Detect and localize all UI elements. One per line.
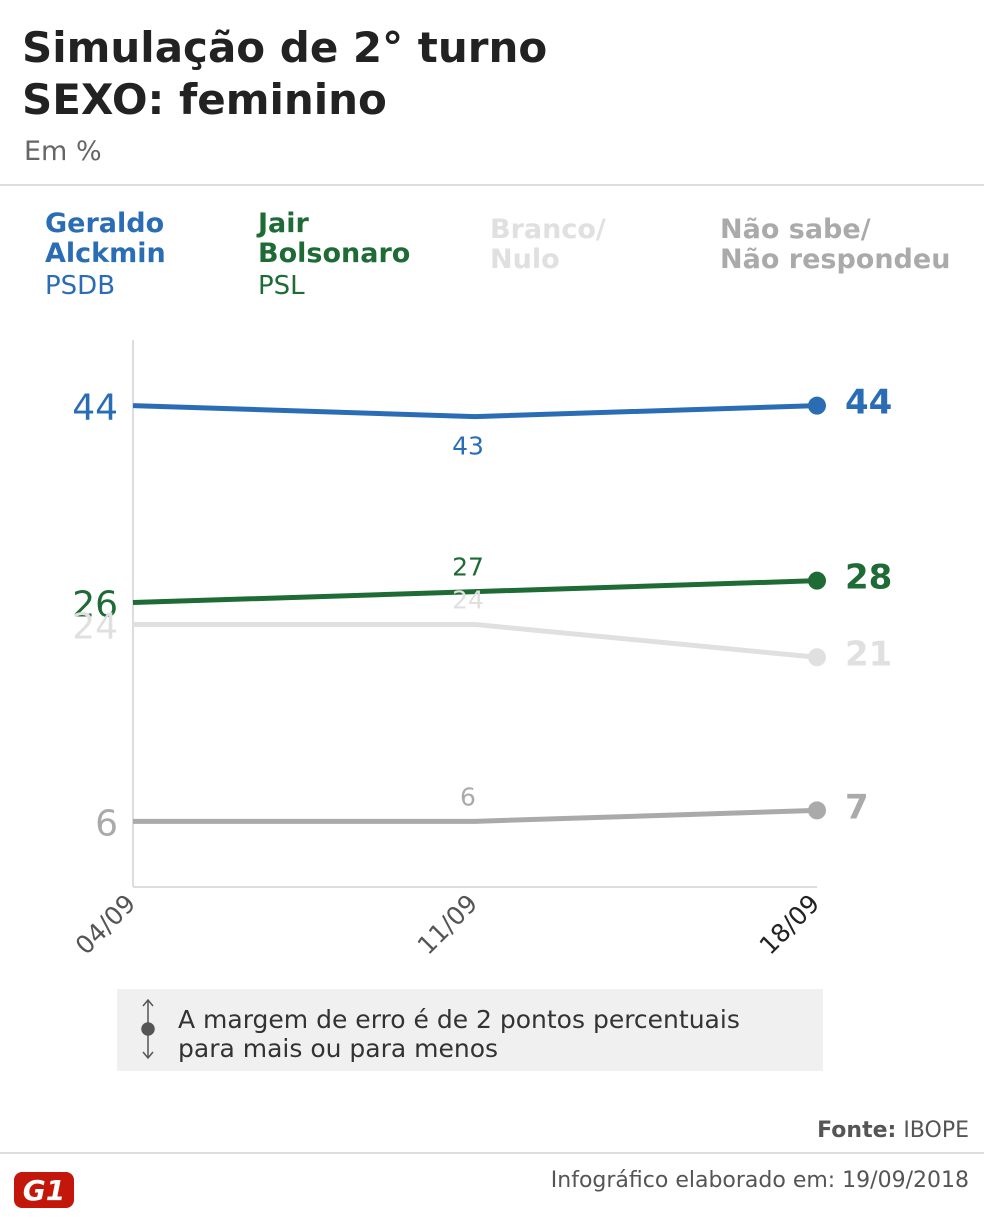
legend-label: Jair Bolsonaro (256, 208, 410, 269)
logo-box (14, 1172, 74, 1208)
value-label: 24 (452, 585, 484, 614)
legend-line: Bolsonaro (258, 238, 410, 269)
line (133, 807, 818, 824)
legend-line: Não respondeu (720, 244, 950, 275)
value-label: 7 (845, 787, 869, 827)
end-dot (808, 801, 826, 820)
line (132, 403, 818, 420)
legend-party: PSL (258, 271, 305, 301)
x-tick-label: 04/09 (70, 889, 141, 960)
chart-title: SEXO: feminino (22, 75, 387, 124)
source-label: Fonte: (817, 1118, 896, 1143)
value-label: 6 (95, 803, 118, 844)
value-label: 21 (845, 634, 892, 674)
legend-line: Branco/ (490, 214, 606, 245)
footer: Infográfico elaborado em: 19/09/2018 (551, 1168, 969, 1193)
value-label: 24 (72, 606, 118, 647)
error-icon (141, 998, 155, 1060)
legend-label: Branco/Nulo (490, 214, 606, 275)
legend-line: Jair (256, 208, 310, 239)
source-name: IBOPE (903, 1118, 969, 1143)
logo: G1 (23, 1174, 65, 1207)
subtitle: Em % (24, 136, 102, 167)
chart-title: Simulação de 2° turno (22, 23, 547, 72)
value-label: 6 (460, 782, 476, 811)
legend-label: Não sabe/Não respondeu (720, 214, 950, 275)
note: para mais ou para menos (178, 1034, 498, 1063)
value-label: 44 (72, 388, 118, 429)
legend-label: Geraldo Alckmin (45, 208, 166, 269)
value-label: 44 (845, 383, 892, 423)
x-tick-label: 11/09 (412, 889, 483, 960)
value-label: 28 (845, 558, 892, 598)
value-label: 43 (452, 432, 484, 461)
value-label: 27 (452, 553, 484, 582)
x-tick-label: 18/09 (754, 889, 825, 960)
source: Fonte: IBOPE (817, 1118, 969, 1143)
legend-party: PSDB (45, 271, 115, 301)
legend-line: Geraldo (45, 208, 164, 239)
end-dot (808, 396, 826, 415)
note: A margem de erro é de 2 pontos percentua… (178, 1005, 740, 1034)
note-box (117, 989, 823, 1071)
legend-line: Nulo (490, 244, 560, 275)
line (132, 578, 818, 606)
legend-line: Alckmin (45, 238, 166, 269)
value-label: 26 (72, 585, 118, 626)
legend-line: Não sabe/ (720, 214, 871, 245)
end-dot (808, 648, 826, 667)
line (133, 621, 818, 660)
end-dot (808, 571, 826, 590)
